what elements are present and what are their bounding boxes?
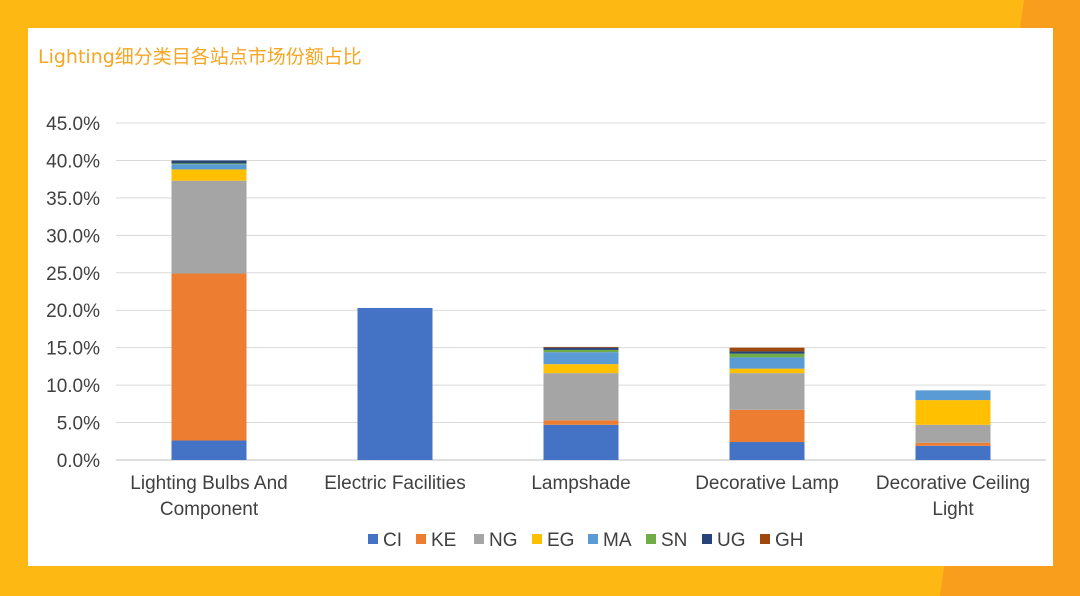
bar-segment-ug [171, 160, 247, 164]
chart-card: Lighting细分类目各站点市场份额占比 0.0% 5.0% 10.0% 15.0%… [28, 28, 1053, 566]
bar-segment-gh [729, 347, 805, 352]
bar-segment-ng [543, 373, 619, 421]
bar-segment-ke [915, 442, 991, 446]
y-tick-label: 5.0% [57, 414, 100, 435]
bar-segment-ke [729, 409, 805, 443]
legend-swatch-sn [646, 534, 656, 544]
bar-segment-ng [729, 373, 805, 410]
bar-segment-ng [915, 424, 991, 443]
bar-segment-ke [171, 273, 247, 441]
legend-swatch-ug [702, 534, 712, 544]
legend-label: EG [547, 530, 574, 551]
bar-segment-ma [171, 164, 247, 170]
bar-segment-ci [357, 307, 433, 460]
bar-segment-sn [543, 349, 619, 353]
legend-swatch-ma [588, 534, 598, 544]
bar-segment-ma [543, 352, 619, 365]
stacked-bar-chart: 0.0% 5.0% 10.0% 15.0% 20.0% 25.0% 30.0% 35.0% 40… [46, 114, 1046, 551]
legend-swatch-gh [760, 534, 770, 544]
bar-segment-eg [543, 364, 619, 374]
y-tick-label: 20.0% [46, 301, 100, 322]
bar-segment-eg [729, 368, 805, 374]
bar-segment-ug [543, 347, 619, 350]
bar-segment-eg [915, 400, 991, 425]
legend-swatch-eg [532, 534, 542, 544]
bar-segment-gh [543, 346, 619, 348]
legend-label: CI [383, 530, 402, 551]
bar-segment-ke [543, 420, 619, 425]
y-tick-label: 0.0% [57, 451, 100, 472]
legend-label: UG [717, 530, 746, 551]
legend-label: KE [431, 530, 456, 551]
x-category-label: Lampshade [531, 473, 630, 494]
legend-swatch-ci [368, 534, 378, 544]
bar-segment-ma [915, 390, 991, 401]
legend-label: NG [489, 530, 518, 551]
y-tick-label: 40.0% [46, 151, 100, 172]
bar-segment-eg [171, 169, 247, 181]
bar-segment-ci [171, 440, 247, 460]
legend-swatch-ng [474, 534, 484, 544]
y-tick-label: 35.0% [46, 189, 100, 210]
x-category-label: Component [160, 499, 259, 520]
legend-swatch-ke [416, 534, 426, 544]
bar-segment-ug [729, 351, 805, 354]
legend-label: MA [603, 530, 632, 551]
x-category-label: Electric Facilities [324, 473, 465, 494]
y-tick-label: 45.0% [46, 114, 100, 135]
bar-segment-ci [915, 445, 991, 460]
x-category-label: Lighting Bulbs And [130, 473, 287, 494]
y-tick-label: 25.0% [46, 264, 100, 285]
bar-segment-ci [543, 424, 619, 460]
bar-segment-ci [729, 442, 805, 460]
y-tick-label: 10.0% [46, 376, 100, 397]
x-category-label: Decorative Ceiling [876, 473, 1030, 494]
chart-title: Lighting细分类目各站点市场份额占比 [38, 46, 362, 68]
legend-label: GH [775, 530, 804, 551]
bar-segment-ma [729, 357, 805, 369]
bar-segment-ng [171, 180, 247, 274]
x-category-label: Decorative Lamp [695, 473, 839, 494]
legend-label: SN [661, 530, 687, 551]
bar-segment-sn [729, 353, 805, 358]
bar-segment-sn [171, 163, 247, 165]
x-category-label: Light [932, 499, 974, 520]
y-tick-label: 15.0% [46, 339, 100, 360]
y-tick-label: 30.0% [46, 226, 100, 247]
